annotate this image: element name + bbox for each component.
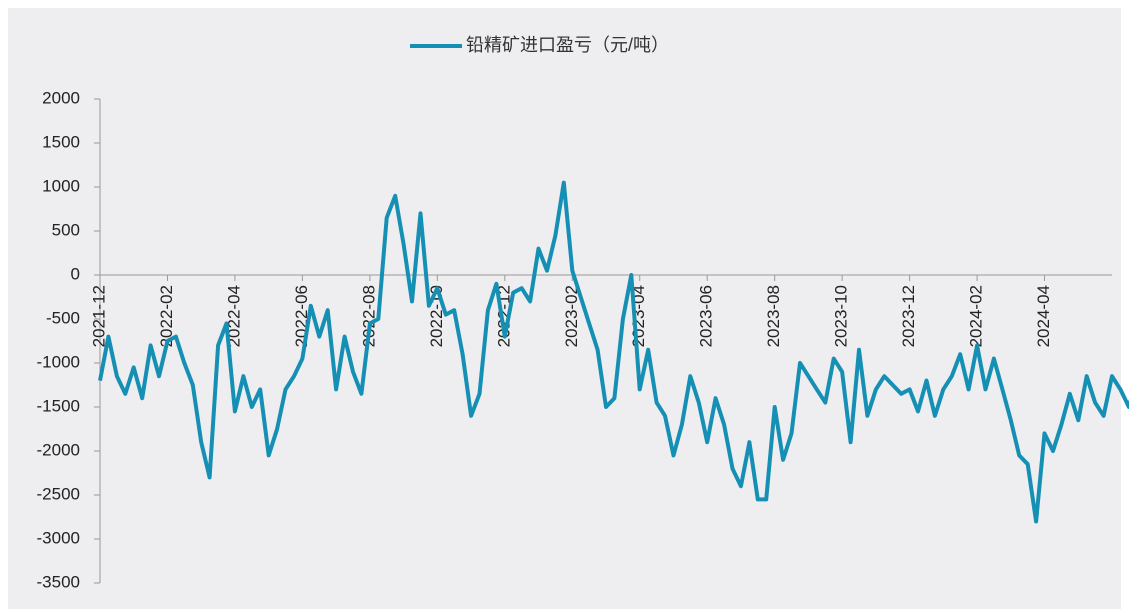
y-tick-label: 1500 (42, 132, 80, 151)
y-tick-label: -3000 (37, 528, 80, 547)
y-tick-label: -1500 (37, 396, 80, 415)
x-tick-label: 2022-02 (157, 285, 176, 347)
y-tick-label: -3500 (37, 572, 80, 591)
y-tick-label: 2000 (42, 88, 80, 107)
x-tick-label: 2023-02 (562, 285, 581, 347)
x-tick-label: 2022-08 (359, 285, 378, 347)
data-line (98, 180, 1129, 524)
y-tick-label: -500 (46, 308, 80, 327)
x-tick-label: 2023-08 (764, 285, 783, 347)
x-tick-label: 2023-12 (899, 285, 918, 347)
y-tick-label: 500 (52, 220, 80, 239)
y-tick-label: -1000 (37, 352, 80, 371)
x-tick-label: 2023-10 (832, 285, 851, 347)
chart-background (8, 8, 1121, 609)
y-tick-label: 1000 (42, 176, 80, 195)
y-tick-label: -2000 (37, 440, 80, 459)
legend-label: 铅精矿进口盈亏（元/吨） (466, 35, 669, 55)
y-tick-label: -2500 (37, 484, 80, 503)
x-tick-label: 2023-06 (697, 285, 716, 347)
y-tick-label: 0 (71, 264, 80, 283)
x-tick-label: 2024-04 (1034, 285, 1053, 347)
x-tick-label: 2024-02 (967, 285, 986, 347)
x-tick-label: 2021-12 (89, 285, 108, 347)
